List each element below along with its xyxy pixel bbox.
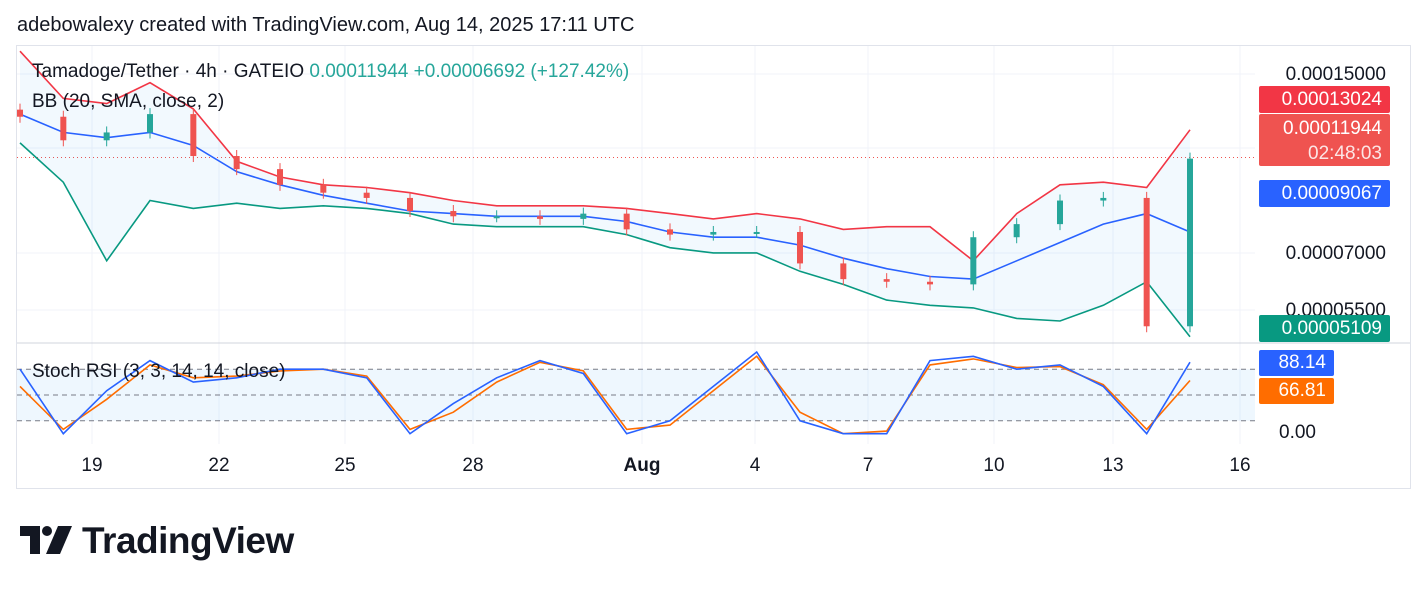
candle-body	[580, 213, 587, 219]
x-axis-tick-label: 28	[462, 455, 484, 476]
bb-legend: BB (20, SMA, close, 2)	[32, 91, 225, 112]
candle-body	[883, 279, 890, 282]
candles	[17, 103, 1193, 333]
last-price-tag: 0.00011944 02:48:03	[1259, 114, 1390, 166]
candle-body	[667, 229, 673, 235]
candle-body	[710, 231, 717, 235]
x-axis-tick-label: 10	[983, 455, 1005, 476]
candle-body	[233, 156, 240, 170]
candle-body	[147, 114, 153, 133]
stoch-rsi-pane	[17, 350, 1255, 436]
price-tick-label: 0.00007000	[1285, 243, 1386, 264]
last-price-value: 0.00011944	[309, 61, 409, 82]
x-axis-tick-label: 22	[208, 455, 230, 476]
stoch-d-value-tag: 66.81	[1259, 378, 1334, 404]
candle-body	[1143, 197, 1150, 327]
x-axis-month-label: Aug	[623, 455, 661, 476]
bb-upper-line	[19, 50, 1191, 262]
price-change-value: +0.00006692 (+127.42%)	[413, 61, 630, 82]
bb-band-fill	[20, 51, 1190, 337]
candle-body	[1187, 158, 1193, 327]
candle-body	[450, 211, 457, 217]
bb-lower-line	[19, 142, 1191, 338]
bar-countdown: 02:48:03	[1308, 143, 1382, 164]
tradingview-logo[interactable]: TradingView	[20, 520, 294, 562]
bb-basis-line	[19, 113, 1191, 280]
x-axis-tick-label: 7	[862, 455, 874, 476]
price-tick-label: 0.00015000	[1285, 64, 1386, 85]
tradingview-wordmark: TradingView	[82, 520, 294, 561]
symbol-legend: Tamadoge/Tether · 4h · GATEIO 0.00011944…	[32, 61, 629, 83]
candle-body	[493, 216, 500, 219]
bb-lower-price-tag: 0.00005109	[1259, 315, 1390, 342]
candle-body	[363, 192, 370, 198]
bb-lines	[19, 50, 1191, 338]
candle-body	[17, 109, 23, 117]
symbol-title: Tamadoge/Tether · 4h · GATEIO	[32, 61, 305, 82]
stoch-k-value-tag: 88.14	[1259, 350, 1334, 376]
candle-body	[320, 184, 327, 193]
stoch-zero-label: 0.00	[1279, 422, 1316, 443]
x-axis-tick-label: 19	[81, 455, 103, 476]
chart-attribution: adebowalexy created with TradingView.com…	[17, 14, 635, 36]
candle-body	[753, 231, 760, 234]
candle-body	[537, 216, 543, 219]
bb-band-area	[20, 51, 1190, 337]
candle-body	[840, 263, 847, 280]
candle-body	[277, 169, 283, 185]
candle-body	[103, 132, 110, 141]
candle-body	[1057, 200, 1063, 225]
grid-lines	[17, 46, 1410, 444]
candle-body	[970, 237, 977, 285]
last-price-tag-value: 0.00011944	[1283, 118, 1382, 139]
x-axis-tick-label: 16	[1229, 455, 1251, 476]
candle-body	[190, 114, 197, 157]
bb-basis-price-tag: 0.00009067	[1259, 180, 1390, 207]
x-axis-tick-label: 4	[749, 455, 761, 476]
stoch-band-fill	[17, 369, 1255, 421]
x-axis-tick-label: 13	[1102, 455, 1124, 476]
x-axis-tick-label: 25	[334, 455, 356, 476]
candle-body	[60, 116, 67, 141]
tradingview-logo-icon	[20, 526, 72, 554]
stoch-rsi-legend: Stoch RSI (3, 3, 14, 14, close)	[32, 361, 286, 382]
candle-body	[797, 231, 803, 264]
stoch-k-line	[19, 350, 1191, 436]
bb-upper-price-tag: 0.00013024	[1259, 86, 1390, 113]
candle-body	[407, 197, 413, 212]
candle-body	[927, 281, 933, 285]
chart-frame	[16, 45, 1411, 489]
candle-body	[1013, 224, 1020, 238]
candle-body	[623, 213, 630, 230]
candle-body	[1100, 197, 1107, 201]
